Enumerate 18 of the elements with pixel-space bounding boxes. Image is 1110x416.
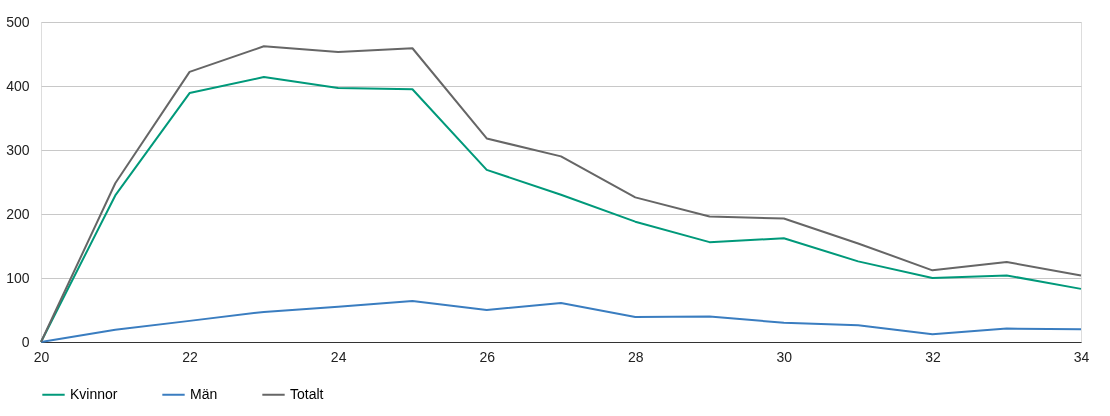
x-tick-label: 30 <box>776 348 793 365</box>
y-tick-label: 200 <box>6 205 30 222</box>
x-tick-label: 34 <box>1073 348 1090 365</box>
legend-label: Totalt <box>290 385 324 402</box>
x-tick-label: 24 <box>330 348 347 365</box>
x-tick-label: 28 <box>628 348 644 365</box>
y-tick-label: 300 <box>6 141 30 158</box>
x-tick-label: 20 <box>33 348 50 365</box>
x-tick-label: 26 <box>479 348 496 365</box>
y-tick-label: 400 <box>6 77 30 94</box>
y-tick-label: 0 <box>21 333 30 350</box>
line-series <box>40 300 1082 343</box>
y-tick-label: 100 <box>6 269 30 286</box>
legend-label: Kvinnor <box>70 385 118 402</box>
legend-label: Män <box>190 385 218 402</box>
x-tick-label: 32 <box>925 348 941 365</box>
y-tick-label: 500 <box>6 13 30 30</box>
x-tick-label: 22 <box>182 348 199 365</box>
